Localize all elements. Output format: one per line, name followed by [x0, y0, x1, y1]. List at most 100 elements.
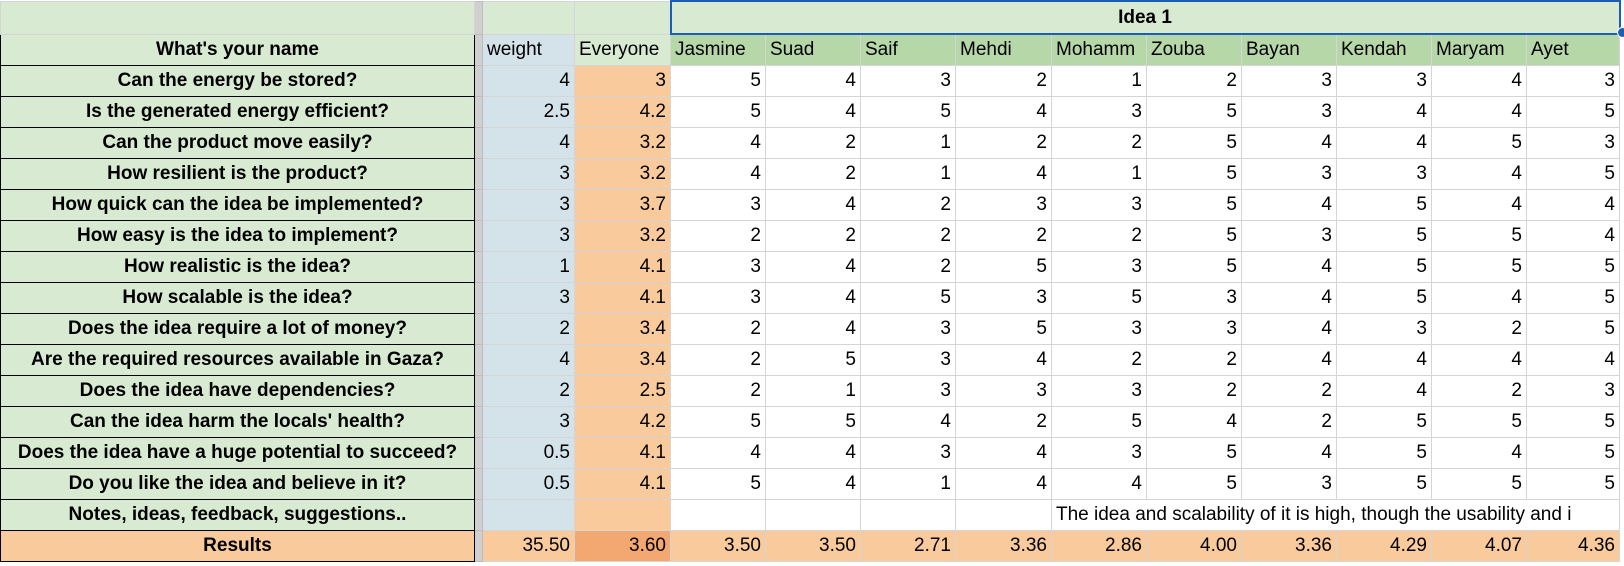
everyone-average-cell[interactable]: [574, 498, 671, 531]
score-cell[interactable]: 5: [1146, 157, 1242, 190]
everyone-average-cell[interactable]: 4.1: [574, 250, 671, 283]
question-cell[interactable]: How scalable is the idea?: [0, 281, 475, 314]
score-cell[interactable]: 5: [1526, 250, 1620, 283]
name-header-cell[interactable]: Bayan: [1241, 33, 1337, 66]
score-cell[interactable]: 3: [860, 64, 956, 97]
score-cell[interactable]: 3: [1051, 312, 1147, 345]
score-cell[interactable]: 2: [1146, 64, 1242, 97]
score-cell[interactable]: 3: [1241, 95, 1337, 128]
score-cell[interactable]: 3: [1146, 281, 1242, 314]
score-cell[interactable]: 5: [1336, 250, 1432, 283]
score-cell[interactable]: 2: [860, 219, 956, 252]
everyone-average-cell[interactable]: 4.1: [574, 467, 671, 500]
score-cell[interactable]: 3: [1526, 64, 1620, 97]
score-cell[interactable]: 1: [1051, 64, 1147, 97]
score-cell[interactable]: 5: [1146, 95, 1242, 128]
notes-label-cell[interactable]: Notes, ideas, feedback, suggestions..: [0, 498, 475, 531]
score-cell[interactable]: 5: [1431, 405, 1527, 438]
everyone-average-cell[interactable]: 4.2: [574, 405, 671, 438]
score-cell[interactable]: 2: [1241, 374, 1337, 407]
score-cell[interactable]: 3: [670, 188, 766, 221]
score-cell[interactable]: 2: [1051, 343, 1147, 376]
score-cell[interactable]: 4: [1146, 405, 1242, 438]
notes-cell[interactable]: [670, 498, 766, 531]
question-cell[interactable]: Can the idea harm the locals' health?: [0, 405, 475, 438]
score-cell[interactable]: 5: [1146, 126, 1242, 159]
score-cell[interactable]: 1: [860, 467, 956, 500]
score-cell[interactable]: 4: [1526, 219, 1620, 252]
result-score-cell[interactable]: 3.50: [765, 529, 861, 562]
score-cell[interactable]: 2: [955, 64, 1052, 97]
score-cell[interactable]: 3: [1336, 157, 1432, 190]
score-cell[interactable]: 2: [670, 219, 766, 252]
score-cell[interactable]: 3: [860, 343, 956, 376]
score-cell[interactable]: 3: [1051, 188, 1147, 221]
score-cell[interactable]: 4: [765, 250, 861, 283]
score-cell[interactable]: 5: [1526, 281, 1620, 314]
question-header-cell[interactable]: What's your name: [0, 33, 475, 66]
notes-cell[interactable]: [765, 498, 861, 531]
weight-cell[interactable]: 2: [482, 374, 575, 407]
score-cell[interactable]: 3: [1241, 157, 1337, 190]
question-cell[interactable]: How quick can the idea be implemented?: [0, 188, 475, 221]
score-cell[interactable]: 5: [670, 405, 766, 438]
score-cell[interactable]: 5: [955, 312, 1052, 345]
result-score-cell[interactable]: 2.71: [860, 529, 956, 562]
name-header-cell[interactable]: Zouba: [1146, 33, 1242, 66]
score-cell[interactable]: 5: [860, 281, 956, 314]
empty-cell[interactable]: [482, 0, 575, 35]
score-cell[interactable]: 4: [1431, 157, 1527, 190]
score-cell[interactable]: 4: [765, 188, 861, 221]
score-cell[interactable]: 4: [1526, 188, 1620, 221]
score-cell[interactable]: 2: [1146, 374, 1242, 407]
score-cell[interactable]: 1: [765, 374, 861, 407]
score-cell[interactable]: 3: [1051, 436, 1147, 469]
score-cell[interactable]: 3: [860, 374, 956, 407]
score-cell[interactable]: 4: [1431, 95, 1527, 128]
score-cell[interactable]: 3: [955, 281, 1052, 314]
everyone-average-cell[interactable]: 3.2: [574, 219, 671, 252]
score-cell[interactable]: 2: [1431, 374, 1527, 407]
weight-cell[interactable]: 3: [482, 188, 575, 221]
score-cell[interactable]: 5: [1431, 219, 1527, 252]
question-cell[interactable]: Do you like the idea and believe in it?: [0, 467, 475, 500]
weight-total-cell[interactable]: 35.50: [482, 529, 575, 562]
question-cell[interactable]: How realistic is the idea?: [0, 250, 475, 283]
weight-cell[interactable]: 2.5: [482, 95, 575, 128]
question-cell[interactable]: Is the generated energy efficient?: [0, 95, 475, 128]
score-cell[interactable]: 5: [1146, 436, 1242, 469]
score-cell[interactable]: 4: [955, 436, 1052, 469]
question-cell[interactable]: Does the idea have a huge potential to s…: [0, 436, 475, 469]
score-cell[interactable]: 5: [1146, 467, 1242, 500]
result-score-cell[interactable]: 4.00: [1146, 529, 1242, 562]
score-cell[interactable]: 3: [1336, 64, 1432, 97]
score-cell[interactable]: 3: [1051, 374, 1147, 407]
everyone-average-cell[interactable]: 3.4: [574, 312, 671, 345]
score-cell[interactable]: 2: [1051, 219, 1147, 252]
question-cell[interactable]: Does the idea require a lot of money?: [0, 312, 475, 345]
score-cell[interactable]: 3: [1241, 64, 1337, 97]
result-score-cell[interactable]: 4.07: [1431, 529, 1527, 562]
score-cell[interactable]: 4: [1431, 343, 1527, 376]
score-cell[interactable]: 4: [1241, 343, 1337, 376]
weight-cell[interactable]: 3: [482, 157, 575, 190]
score-cell[interactable]: 4: [1241, 312, 1337, 345]
score-cell[interactable]: 5: [1146, 250, 1242, 283]
score-cell[interactable]: 3: [1146, 312, 1242, 345]
score-cell[interactable]: 5: [670, 64, 766, 97]
score-cell[interactable]: 1: [1051, 157, 1147, 190]
score-cell[interactable]: 3: [955, 188, 1052, 221]
score-cell[interactable]: 3: [1336, 312, 1432, 345]
question-cell[interactable]: Does the idea have dependencies?: [0, 374, 475, 407]
score-cell[interactable]: 4: [1241, 250, 1337, 283]
score-cell[interactable]: 5: [955, 250, 1052, 283]
everyone-average-cell[interactable]: 4.1: [574, 281, 671, 314]
score-cell[interactable]: 3: [670, 250, 766, 283]
score-cell[interactable]: 1: [860, 157, 956, 190]
score-cell[interactable]: 3: [1241, 467, 1337, 500]
everyone-average-cell[interactable]: 2.5: [574, 374, 671, 407]
score-cell[interactable]: 4: [1431, 64, 1527, 97]
score-cell[interactable]: 2: [1051, 126, 1147, 159]
score-cell[interactable]: 4: [1336, 95, 1432, 128]
score-cell[interactable]: 3: [860, 436, 956, 469]
